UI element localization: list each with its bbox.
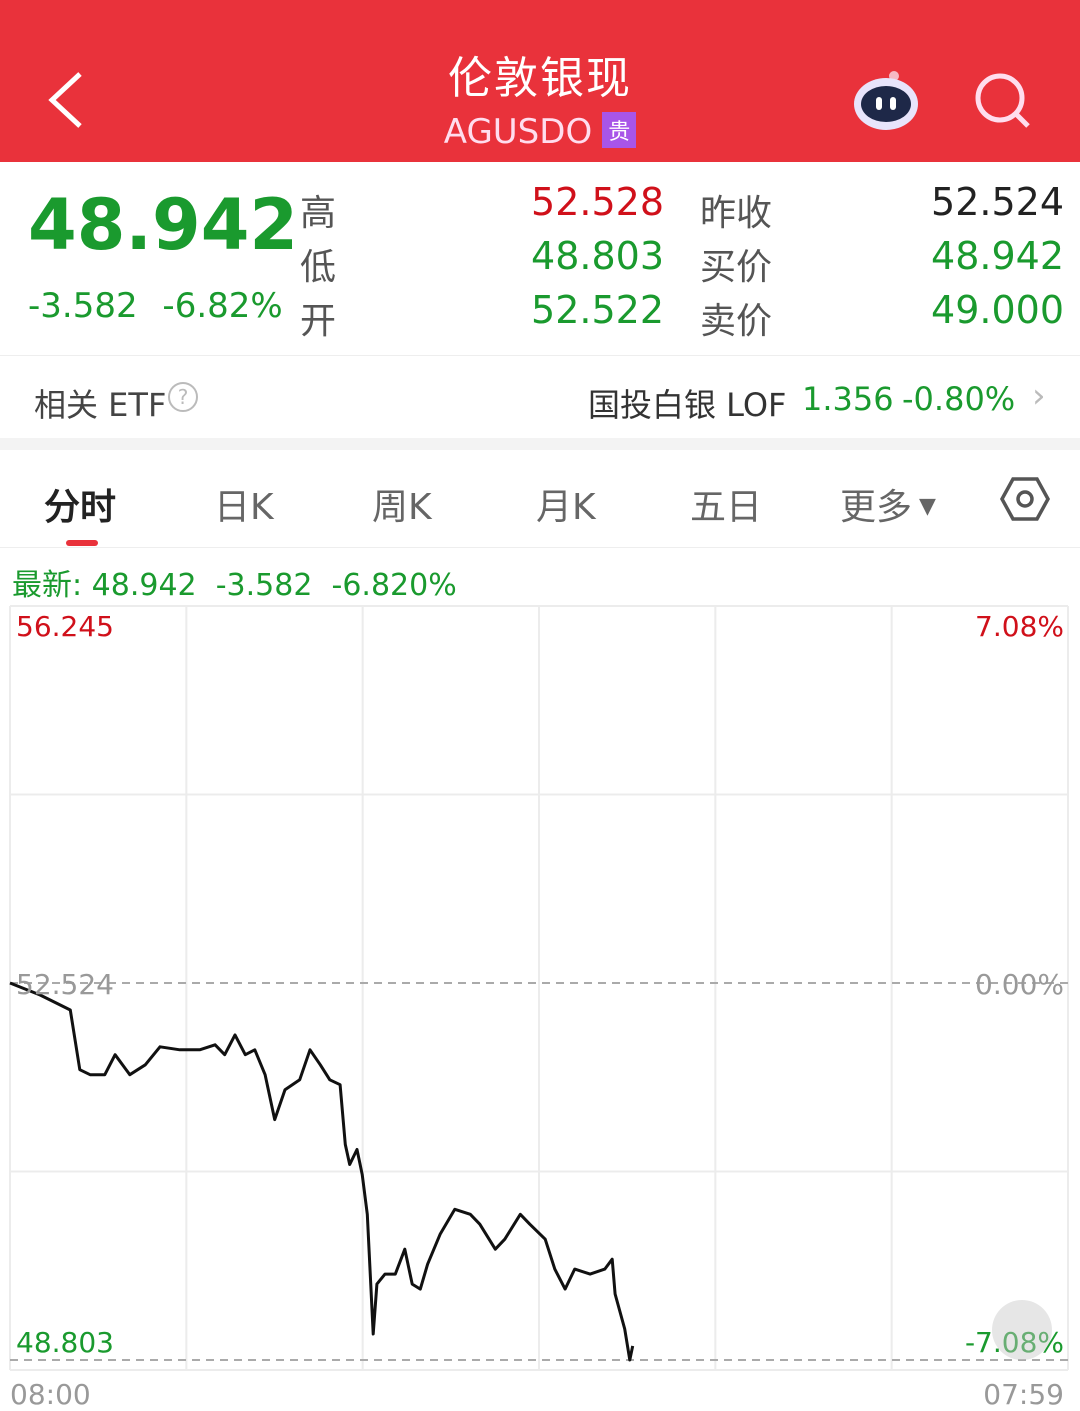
tab-monthly-k[interactable]: 月K — [536, 487, 596, 528]
tab-daily-k[interactable]: 日K — [214, 487, 274, 528]
app-header: 伦敦银现 AGUSDO 贵 — [0, 0, 1080, 162]
related-etf-label: 相关 ETF — [34, 386, 167, 424]
ask-value: 49.000 — [931, 288, 1064, 332]
low-label: 低 — [300, 247, 337, 288]
symbol-code: AGUSDO 贵 — [0, 112, 1080, 152]
caret-down-icon: ▼ — [912, 494, 936, 519]
last-price: 48.942 — [28, 184, 299, 266]
latest-quote-line: 最新: 48.942 -3.582 -6.820% — [12, 560, 457, 604]
prev-close-value: 52.524 — [931, 180, 1064, 224]
prev-close-label: 昨收 — [700, 193, 773, 234]
chart-tabs: 分时 日K 周K 月K 五日 更多 ▼ — [0, 450, 1080, 548]
y-min-label: 48.803 — [16, 1326, 114, 1359]
active-tab-indicator — [66, 540, 98, 546]
change-value: -3.582 — [28, 286, 138, 326]
latest-label: 最新: — [12, 568, 83, 603]
settings-hexagon-icon[interactable] — [1000, 476, 1050, 522]
back-chevron-icon[interactable] — [44, 70, 88, 130]
section-divider — [0, 438, 1080, 450]
help-icon[interactable]: ? — [168, 382, 198, 412]
x-end-label: 07:59 — [983, 1378, 1064, 1411]
y-max-pct: 7.08% — [975, 610, 1064, 643]
robot-assistant-icon[interactable] — [852, 68, 920, 132]
ask-label: 卖价 — [700, 301, 773, 342]
high-label: 高 — [300, 193, 337, 234]
fullscreen-button[interactable] — [992, 1300, 1052, 1360]
symbol-code-text: AGUSDO — [443, 112, 593, 152]
y-min-pct: -7.08% — [964, 1326, 1064, 1359]
search-icon[interactable] — [972, 70, 1034, 132]
y-mid-label: 52.524 — [16, 968, 114, 1001]
price-line — [9, 981, 635, 1362]
page-title: 伦敦银现 — [448, 53, 632, 104]
tab-weekly-k[interactable]: 周K — [372, 487, 432, 528]
change-percent: -6.82% — [162, 286, 283, 326]
latest-price: 48.942 — [91, 568, 197, 603]
latest-change: -3.582 — [215, 568, 313, 603]
latest-change-pct: -6.820% — [331, 568, 457, 603]
tab-five-day[interactable]: 五日 — [690, 487, 763, 528]
bid-label: 买价 — [700, 247, 773, 288]
quote-panel: 48.942 -3.582 -6.82% 高 低 开 52.528 48.803… — [0, 162, 1080, 355]
open-value: 52.522 — [531, 288, 664, 332]
tab-more[interactable]: 更多 ▼ — [840, 478, 936, 530]
price-change: -3.582 -6.82% — [28, 286, 283, 326]
tab-more-label: 更多 — [840, 487, 913, 528]
chevron-right-icon: › — [1032, 376, 1046, 416]
low-value: 48.803 — [531, 234, 664, 278]
high-value: 52.528 — [531, 180, 664, 224]
y-mid-pct: 0.00% — [975, 968, 1064, 1001]
tab-intraday[interactable]: 分时 — [44, 487, 117, 528]
etf-name: 国投白银 LOF — [588, 386, 787, 424]
related-etf-row[interactable]: 相关 ETF ? 国投白银 LOF 1.356 -0.80% › — [0, 355, 1080, 439]
precious-metal-badge: 贵 — [602, 112, 637, 148]
open-label: 开 — [300, 301, 337, 342]
y-max-label: 56.245 — [16, 610, 114, 643]
etf-price: 1.356 — [802, 380, 894, 418]
x-start-label: 08:00 — [10, 1378, 91, 1411]
etf-change: -0.80% — [902, 380, 1016, 418]
bid-value: 48.942 — [931, 234, 1064, 278]
